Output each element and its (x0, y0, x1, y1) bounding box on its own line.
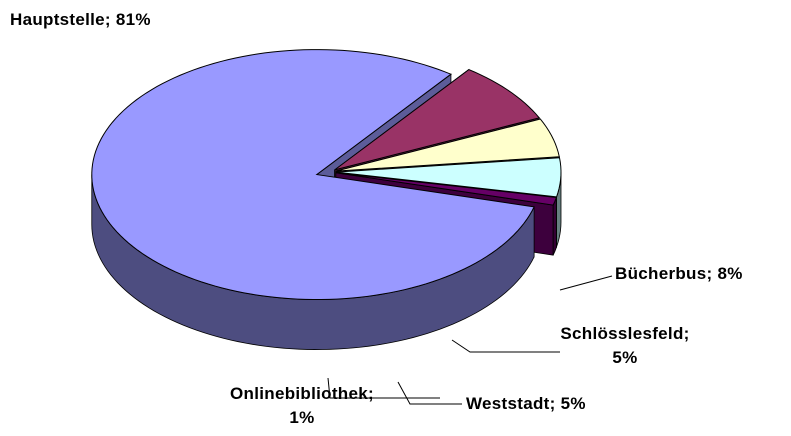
data-label: Hauptstelle; 81% (10, 10, 151, 29)
leader-line (397, 381, 462, 405)
pie-slice (335, 118, 560, 172)
data-label: Onlinebibliothek; 1% (230, 384, 374, 427)
outer-wall (552, 197, 557, 256)
data-label: Weststadt; 5% (466, 394, 586, 413)
data-label: Bücherbus; 8% (615, 264, 743, 283)
pie-slice (335, 157, 562, 198)
leader-line (559, 275, 613, 291)
slice-wall (552, 197, 557, 256)
leader-line (451, 339, 560, 353)
data-label: Schlösslesfeld; 5% (560, 324, 690, 367)
pie-slice (91, 49, 535, 301)
leader-line (327, 377, 440, 399)
slice-tops (91, 49, 562, 301)
pie-slice (335, 172, 558, 206)
leader-lines (327, 275, 613, 405)
pie-slice (334, 68, 541, 171)
